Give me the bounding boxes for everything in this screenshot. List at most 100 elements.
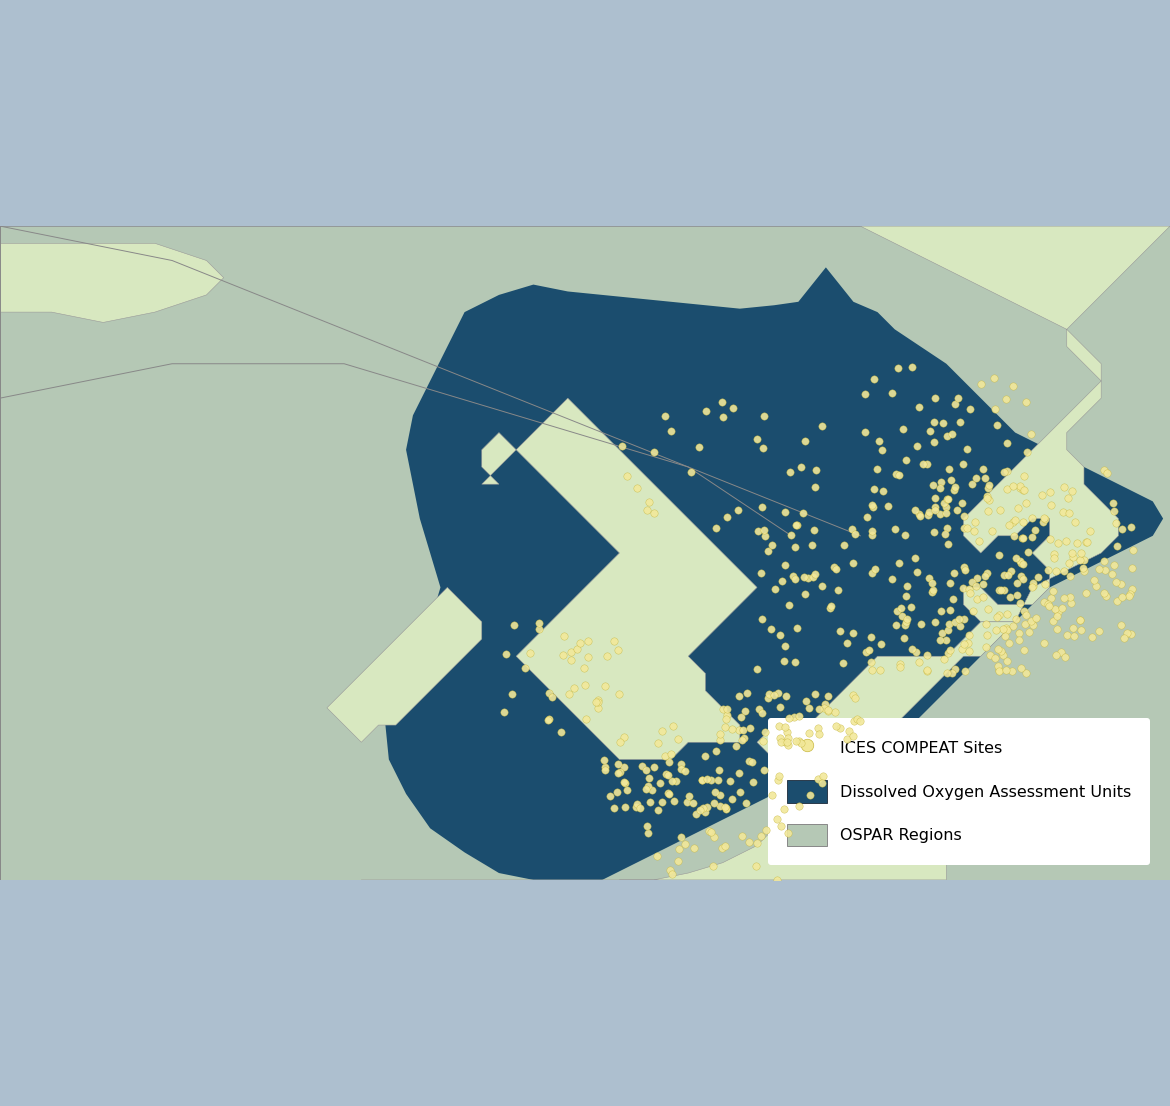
Point	[797, 692, 815, 710]
Point	[991, 501, 1010, 519]
Point	[633, 757, 652, 774]
Point	[1014, 481, 1033, 499]
Point	[605, 633, 624, 650]
Point	[945, 395, 964, 413]
Point	[954, 456, 972, 473]
Point	[1021, 425, 1040, 442]
Point	[690, 438, 709, 456]
Point	[775, 801, 793, 818]
Point	[941, 601, 959, 618]
Point	[889, 554, 908, 572]
Point	[865, 369, 883, 387]
Point	[570, 968, 589, 985]
Point	[1117, 624, 1136, 641]
Point	[723, 399, 742, 417]
Point	[1058, 532, 1076, 550]
Point	[799, 570, 818, 587]
Point	[1047, 563, 1066, 581]
Point	[757, 821, 776, 838]
Point	[945, 613, 964, 630]
Point	[763, 786, 782, 804]
Point	[727, 737, 745, 754]
Point	[717, 508, 736, 525]
Point	[749, 522, 768, 540]
Point	[977, 489, 996, 507]
Point	[831, 623, 849, 640]
Point	[776, 733, 794, 751]
Point	[729, 688, 748, 706]
Point	[716, 801, 735, 818]
Point	[1009, 499, 1027, 517]
Point	[758, 542, 777, 560]
Point	[917, 661, 936, 679]
Point	[810, 700, 828, 718]
Point	[806, 461, 825, 479]
Point	[677, 794, 696, 812]
Point	[715, 718, 734, 735]
Point	[1076, 533, 1095, 551]
Point	[1010, 630, 1028, 648]
Point	[636, 780, 655, 797]
Point	[608, 641, 627, 659]
Point	[1013, 513, 1032, 531]
Point	[537, 895, 556, 912]
Point	[861, 628, 880, 646]
Point	[589, 699, 607, 717]
Point	[789, 517, 807, 534]
Point	[938, 519, 957, 536]
Point	[755, 761, 773, 779]
Point	[890, 658, 909, 676]
Point	[746, 857, 765, 875]
Point	[615, 799, 634, 816]
Point	[711, 785, 730, 803]
Point	[976, 567, 994, 585]
Point	[648, 847, 667, 865]
Point	[721, 772, 739, 790]
Point	[617, 774, 635, 792]
Point	[1123, 580, 1142, 597]
Point	[651, 774, 669, 792]
Point	[711, 731, 730, 749]
Point	[784, 566, 803, 584]
Point	[1107, 573, 1126, 591]
Point	[660, 785, 679, 803]
Point	[886, 466, 904, 483]
Point	[930, 479, 949, 497]
Point	[786, 539, 805, 556]
Point	[793, 504, 812, 522]
Point	[645, 759, 663, 776]
Point	[752, 498, 771, 515]
Point	[1032, 486, 1051, 503]
Point	[755, 407, 773, 425]
Point	[752, 703, 771, 721]
Point	[771, 729, 790, 747]
Point	[911, 508, 930, 525]
Point	[762, 619, 780, 637]
Point	[558, 948, 577, 966]
Point	[660, 862, 679, 879]
Point	[768, 810, 786, 827]
Point	[653, 722, 672, 740]
Point	[984, 369, 1003, 387]
Point	[934, 414, 952, 431]
Point	[672, 828, 690, 846]
Point	[1122, 625, 1141, 643]
Point	[1017, 665, 1035, 682]
Point	[938, 535, 957, 553]
Point	[779, 596, 798, 614]
Point	[669, 730, 688, 748]
Point	[1045, 550, 1064, 567]
Point	[999, 634, 1018, 651]
Point	[1039, 562, 1058, 580]
Point	[1113, 588, 1131, 606]
Point	[591, 997, 610, 1014]
Point	[1094, 553, 1113, 571]
Point	[1108, 538, 1127, 555]
Point	[1044, 582, 1062, 599]
Point	[1046, 601, 1065, 618]
Point	[889, 359, 908, 377]
Point	[611, 733, 629, 751]
Point	[890, 655, 909, 672]
Point	[842, 520, 861, 538]
Point	[580, 922, 599, 940]
